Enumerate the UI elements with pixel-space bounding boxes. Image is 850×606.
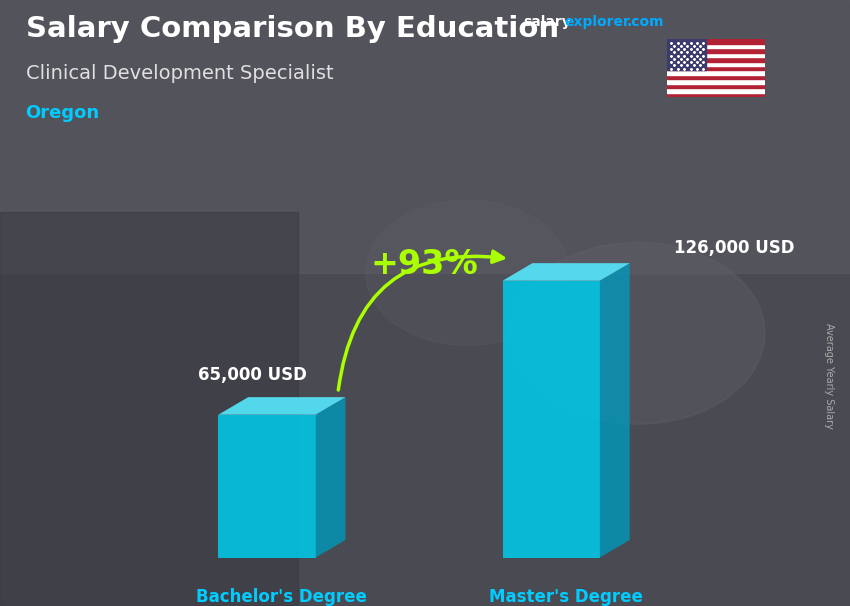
Polygon shape: [218, 415, 315, 558]
Bar: [0, 0, 850, 273]
Bar: [667, 48, 765, 53]
Circle shape: [510, 242, 765, 424]
Bar: [667, 53, 765, 57]
Polygon shape: [600, 263, 630, 558]
Text: Average Yearly Salary: Average Yearly Salary: [824, 323, 834, 428]
Circle shape: [366, 200, 570, 345]
Bar: [667, 93, 765, 97]
Bar: [667, 66, 765, 70]
Bar: [667, 62, 765, 66]
Text: Master's Degree: Master's Degree: [489, 588, 643, 606]
FancyArrowPatch shape: [338, 251, 503, 390]
Bar: [667, 39, 765, 44]
Bar: [667, 57, 765, 62]
Text: Bachelor's Degree: Bachelor's Degree: [196, 588, 367, 606]
Polygon shape: [315, 397, 345, 558]
Bar: [667, 70, 765, 75]
Text: Salary Comparison By Education: Salary Comparison By Education: [26, 15, 558, 43]
Polygon shape: [218, 397, 345, 415]
Text: Clinical Development Specialist: Clinical Development Specialist: [26, 64, 333, 82]
Text: +93%: +93%: [370, 248, 478, 281]
Polygon shape: [502, 263, 630, 281]
Polygon shape: [502, 281, 600, 558]
Bar: [0, 212, 298, 606]
Bar: [667, 44, 765, 48]
Bar: [667, 75, 765, 79]
Bar: [667, 88, 765, 93]
Bar: [667, 79, 765, 84]
Text: salary: salary: [523, 15, 570, 29]
Text: 126,000 USD: 126,000 USD: [674, 239, 795, 256]
Text: explorer: explorer: [564, 15, 630, 29]
Text: .com: .com: [626, 15, 664, 29]
Text: 65,000 USD: 65,000 USD: [197, 366, 306, 384]
Bar: [667, 84, 765, 88]
Text: Oregon: Oregon: [26, 104, 99, 122]
